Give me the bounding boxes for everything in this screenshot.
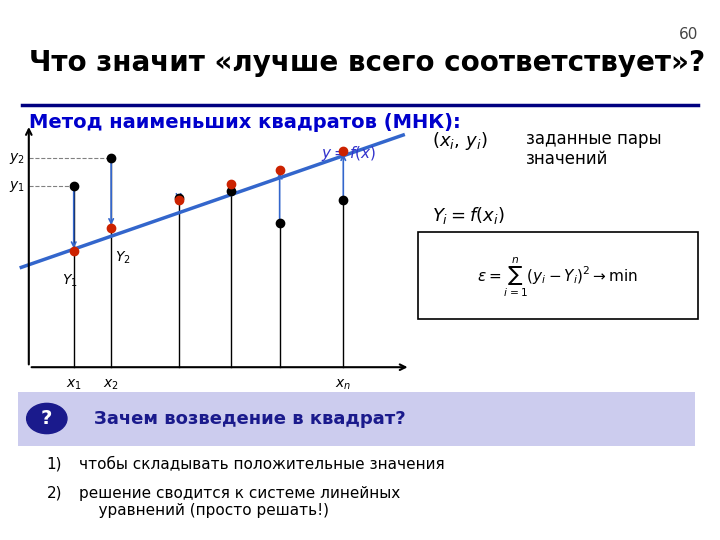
Text: 60: 60 <box>679 27 698 42</box>
Text: $Y_1$: $Y_1$ <box>62 273 78 289</box>
Text: 1): 1) <box>47 456 63 471</box>
Text: ?: ? <box>41 409 53 428</box>
Text: $y_2$: $y_2$ <box>9 151 25 166</box>
Text: Зачем возведение в квадрат?: Зачем возведение в квадрат? <box>94 409 405 428</box>
Text: чтобы складывать положительные значения: чтобы складывать положительные значения <box>79 456 445 471</box>
Text: $x_1$: $x_1$ <box>66 378 81 393</box>
FancyBboxPatch shape <box>18 392 695 446</box>
Text: $x_2$: $x_2$ <box>103 378 119 393</box>
Text: $\varepsilon = \sum_{i=1}^{n}(y_i - Y_i)^2 \rightarrow \min$: $\varepsilon = \sum_{i=1}^{n}(y_i - Y_i)… <box>477 255 639 299</box>
Text: $Y_2$: $Y_2$ <box>114 249 130 266</box>
Text: решение сводится к системе линейных
    уравнений (просто решать!): решение сводится к системе линейных урав… <box>79 486 400 518</box>
Text: Что значит «лучше всего соответствует»?: Что значит «лучше всего соответствует»? <box>29 49 705 77</box>
FancyBboxPatch shape <box>418 232 698 319</box>
Text: $x_n$: $x_n$ <box>336 378 351 393</box>
Text: $(x_i,\, y_i)$: $(x_i,\, y_i)$ <box>432 130 488 152</box>
Text: $y = f(x)$: $y = f(x)$ <box>321 144 376 163</box>
Text: $Y_i = f(x_i)$: $Y_i = f(x_i)$ <box>432 205 505 226</box>
Text: 2): 2) <box>47 486 63 501</box>
Text: заданные пары
значений: заданные пары значений <box>526 130 661 168</box>
Circle shape <box>27 403 67 434</box>
Text: $y_1$: $y_1$ <box>9 179 25 193</box>
Text: Метод наименьших квадратов (МНК):: Метод наименьших квадратов (МНК): <box>29 113 461 132</box>
